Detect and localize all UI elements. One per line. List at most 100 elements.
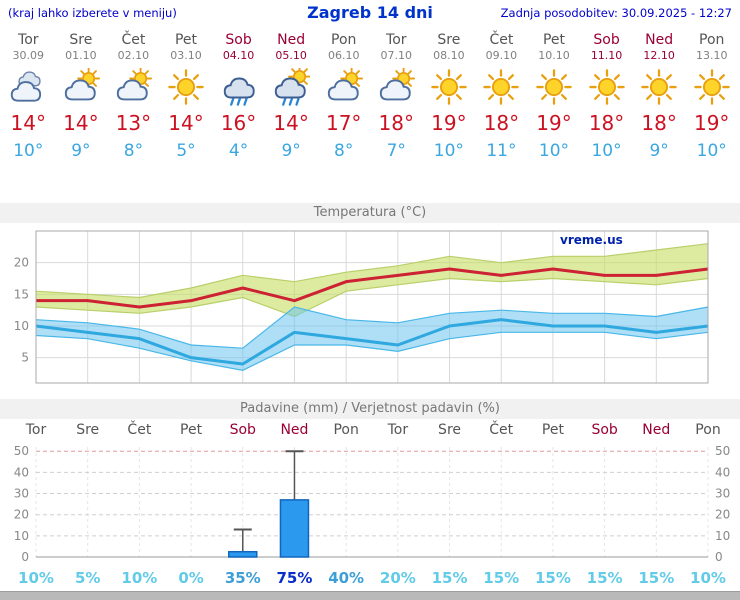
day-column[interactable]: Ned 12.10 18° 9° [633,32,686,161]
page-title: Zagreb 14 dni [307,3,433,22]
day-column[interactable]: Sob 11.10 18° 10° [580,32,633,161]
watermark: vreme.us [560,233,623,247]
svg-text:15: 15 [14,287,29,301]
line-min-temperatura [35,318,709,366]
day-name: Sob [593,32,620,48]
menu-hint[interactable]: (kraj lahko izberete v meniju) [8,6,177,20]
day-date: 07.10 [380,49,413,62]
svg-text:30: 30 [715,487,730,501]
last-update: Zadnja posodobitev: 30.09.2025 - 12:27 [500,6,732,20]
low-temp: 9° [71,141,91,161]
precip-day-label: Sre [438,422,462,438]
day-name: Sre [69,32,93,48]
line-max-temperatura [36,267,709,309]
precip-day-label: Sob [229,422,256,438]
day-name: Čet [489,32,514,48]
day-name: Tor [18,32,39,48]
header: (kraj lahko izberete v meniju) Zagreb 14… [0,0,740,26]
day-date: 05.10 [275,49,307,62]
day-column[interactable]: Tor 30.09 14° 10° [2,32,55,161]
weather-icon [588,68,626,108]
svg-text:20: 20 [14,256,29,270]
day-column[interactable]: Sob 04.10 16° 4° [212,32,265,161]
day-date: 01.10 [65,49,97,62]
high-temp: 13° [115,111,152,135]
high-temp: 18° [641,111,677,135]
day-name: Pon [331,32,357,48]
day-column[interactable]: Sre 01.10 14° 9° [55,32,108,161]
day-date: 13.10 [695,49,728,62]
svg-text:0: 0 [715,550,723,564]
day-date: 10.10 [538,49,570,62]
temperature-chart: 5 10 15 20 vreme.us [14,230,709,384]
day-date: 04.10 [222,49,255,62]
precip-day-label: Tor [387,422,409,438]
high-temp: 14° [273,111,309,135]
precip-day-label: Čet [489,422,514,438]
day-date: 09.10 [485,49,518,62]
low-temp: 8° [123,141,144,161]
precip-probability: 20% [379,569,416,587]
day-column[interactable]: Sre 08.10 19° 10° [423,32,476,161]
high-temp: 14° [10,111,46,135]
low-temp: 7° [386,141,406,161]
day-column[interactable]: Pet 03.10 14° 5° [160,32,213,161]
day-column[interactable]: Pon 06.10 17° 8° [317,32,370,161]
low-temp: 10° [538,141,570,161]
day-name: Tor [386,32,407,48]
day-column[interactable]: Čet 09.10 18° 11° [475,32,528,161]
day-column[interactable]: Tor 07.10 18° 7° [370,32,423,161]
forecast-strip: Tor 30.09 14° 10° Sre 01.10 14° 9° Čet 0… [0,26,740,161]
day-date: 12.10 [643,49,675,62]
precip-probability: 15% [534,569,571,587]
precip-day-label: Čet [127,422,152,438]
high-temp: 19° [431,111,467,135]
precip-day-label: Pon [333,422,359,438]
band-min-range [36,307,708,371]
precip-probability: 10% [18,569,54,587]
weather-icon [693,68,731,108]
precip-day-label: Ned [642,422,671,438]
day-date: 08.10 [433,49,465,62]
precip-probability: 15% [431,569,468,587]
weather-icon [535,68,573,108]
precip-probability: 35% [224,569,261,587]
day-column[interactable]: Ned 05.10 14° 9° [265,32,318,161]
horizontal-scrollbar[interactable] [0,591,740,600]
day-column[interactable]: Pet 10.10 19° 10° [528,32,581,161]
high-temp: 17° [325,111,362,135]
day-name: Čet [121,32,146,48]
precip-day-label: Pet [180,422,203,438]
precip-probability: 10% [690,569,726,587]
svg-text:10: 10 [14,529,29,543]
low-temp: 9° [281,141,301,161]
high-temp: 19° [536,111,572,135]
weather-icon [482,68,520,108]
high-temp: 19° [693,111,730,135]
svg-text:20: 20 [14,508,29,522]
low-temp: 8° [334,141,354,161]
day-name: Sre [437,32,461,48]
day-column[interactable]: Pon 13.10 19° 10° [685,32,738,161]
low-temp: 4° [228,141,249,161]
high-temp: 18° [588,111,625,135]
precip-day-label: Pet [541,422,564,438]
day-name: Sob [225,32,252,48]
high-temp: 14° [63,111,99,135]
precip-probability: 15% [638,569,675,587]
precip-probability: 5% [74,569,101,587]
svg-text:30: 30 [14,487,29,501]
high-temp: 18° [483,111,520,135]
high-temp: 14° [168,111,204,135]
precip-day-label: Sre [76,422,100,438]
weather-icon [377,68,415,108]
high-temp: 16° [220,111,257,135]
precip-day-label: Tor [25,422,47,438]
day-column[interactable]: Čet 02.10 13° 8° [107,32,160,161]
weather-icon [640,68,678,108]
weather-icon [430,68,468,108]
day-date: 02.10 [117,49,150,62]
svg-text:0: 0 [21,550,29,564]
day-date: 03.10 [170,49,202,62]
